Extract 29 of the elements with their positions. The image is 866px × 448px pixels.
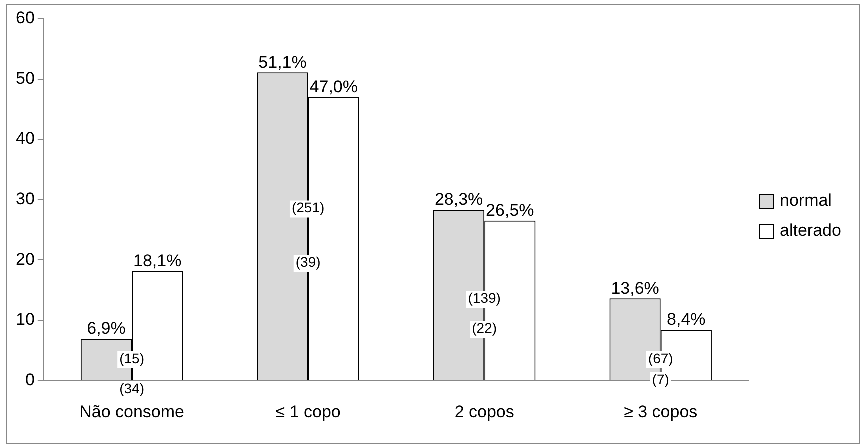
- text: alterado: [780, 221, 842, 241]
- y-tick-label: 20: [16, 250, 35, 269]
- data-label: 26,5%: [486, 201, 534, 220]
- annotation: (22): [472, 320, 498, 336]
- x-tick-label: ≥ 3 copos: [624, 402, 698, 422]
- y-tick-label: 40: [16, 129, 35, 148]
- x-tick-label: Não consome: [80, 402, 184, 422]
- data-label: 8,4%: [667, 310, 706, 330]
- data-label: 51,1%: [258, 52, 307, 72]
- y-tick-label: 50: [16, 68, 35, 88]
- legend-label: normal: [780, 191, 832, 211]
- annotation: (34): [120, 380, 144, 396]
- y-tick-label: 60: [16, 8, 35, 28]
- annotation: (67): [648, 350, 674, 366]
- data-label: 6,9%: [87, 319, 126, 338]
- annotation: (251): [292, 200, 325, 216]
- y-tick-label: 0: [25, 370, 35, 390]
- y-tick-label: 10: [16, 310, 35, 330]
- annotation: (139): [468, 290, 501, 306]
- data-label: 28,3%: [434, 190, 484, 210]
- annotation: (39): [296, 254, 321, 270]
- annotation: (15): [120, 350, 144, 366]
- annotation: (7): [652, 371, 670, 388]
- x-tick-label: ≤ 1 copo: [276, 402, 341, 422]
- x-tick-label: 2 copos: [454, 402, 514, 422]
- data-label: 13,6%: [611, 278, 660, 298]
- data-label: 18,1%: [134, 252, 182, 271]
- data-label: 47,0%: [310, 78, 358, 97]
- y-tick-label: 30: [16, 189, 35, 208]
